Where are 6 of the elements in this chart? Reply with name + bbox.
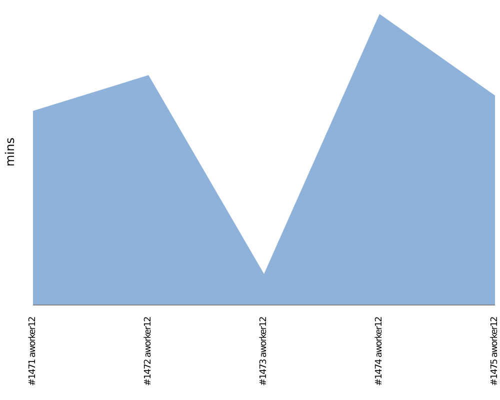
x-tick-label: #1472 aworker12 <box>144 316 154 386</box>
x-tick-label: #1475 aworker12 <box>490 316 500 386</box>
x-tick-label: #1473 aworker12 <box>259 316 269 386</box>
x-tick-label: #1471 aworker12 <box>28 316 38 386</box>
y-axis-title: mins <box>3 138 17 166</box>
x-tick-label: #1474 aworker12 <box>374 316 384 386</box>
